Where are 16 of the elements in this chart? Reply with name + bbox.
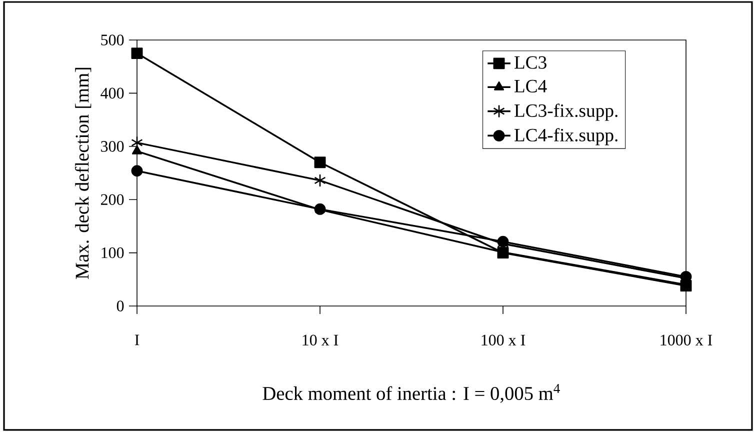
legend-label: LC3-fix.supp. (514, 104, 618, 121)
y-tick-label: 200 (101, 194, 124, 205)
x-tick-label: 100 x I (482, 334, 526, 346)
y-tick-label: 300 (101, 140, 124, 152)
y-tick-label: 100 (102, 247, 124, 258)
legend-label: LC3 (514, 56, 546, 69)
x-tick-label: I (134, 334, 140, 346)
x-tick-label: 1000 x I (660, 334, 712, 346)
y-tick-label: 400 (100, 88, 124, 99)
x-tick-label: 10 x I (302, 334, 338, 346)
y-axis-title: Max. deck deflection [mm] (74, 68, 92, 279)
y-tick-label: 500 (101, 34, 124, 46)
legend-label: LC4 (514, 80, 547, 92)
legend-label: LC4-fix.supp. (514, 128, 618, 146)
x-axis-title: Deck moment of inertia : I = 0,005 m$^{4}$ (262, 384, 560, 403)
y-tick-label: 0 (116, 300, 124, 312)
